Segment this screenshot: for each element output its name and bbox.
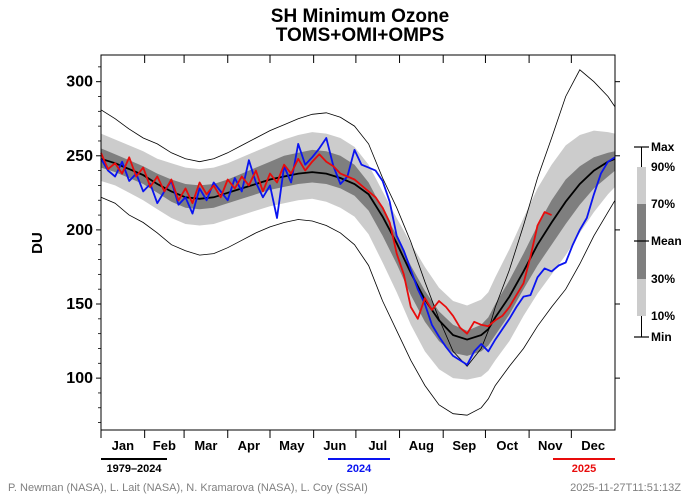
legend: 1979–2024 2024 2025 <box>101 458 615 475</box>
chart-title: SH Minimum Ozone <box>271 6 449 27</box>
timestamp-text: 2025-11-27T11:51:13Z <box>570 482 681 494</box>
key-label: 90% <box>651 160 675 174</box>
x-tick-label: May <box>279 438 305 453</box>
x-tick-label: Nov <box>538 438 563 453</box>
series-line-2025 <box>100 152 552 335</box>
y-tick-label: 150 <box>66 296 93 313</box>
key-label: 70% <box>651 197 675 211</box>
key-label: 30% <box>651 272 675 286</box>
x-tick-label: Sep <box>452 438 476 453</box>
y-axis-label: DU <box>29 232 46 254</box>
percentile-key: Max 90% 70% Mean 30% 10% Min <box>634 140 682 344</box>
x-tick-label: Feb <box>153 438 176 453</box>
key-label: Max <box>651 140 675 154</box>
x-tick-label: Oct <box>496 438 518 453</box>
y-tick-label: 100 <box>66 370 93 387</box>
y-tick-label: 200 <box>66 222 93 239</box>
plot-frame <box>100 54 616 431</box>
x-tick-label: Dec <box>581 438 605 453</box>
legend-label: 2025 <box>572 463 596 475</box>
x-tick-label: Mar <box>194 438 217 453</box>
x-tick-label: Jun <box>323 438 346 453</box>
y-tick-label: 250 <box>66 148 93 165</box>
legend-label: 2024 <box>347 463 372 475</box>
credits-text: P. Newman (NASA), L. Lait (NASA), N. Kra… <box>8 482 368 494</box>
series-line-2024 <box>100 137 616 366</box>
key-label: Min <box>651 330 672 344</box>
x-tick-label: Jan <box>112 438 134 453</box>
chart-subtitle: TOMS+OMI+OMPS <box>276 25 445 46</box>
plot-axes: 100 150 200 250 300 Jan Feb Mar Apr May Jun Jul Aug S… <box>66 54 620 453</box>
x-tick-label: Apr <box>238 438 260 453</box>
legend-label: 1979–2024 <box>106 463 162 475</box>
key-label: Mean <box>651 234 682 248</box>
data-series <box>100 137 616 366</box>
x-tick-label: Jul <box>368 438 387 453</box>
x-tick-label: Aug <box>409 438 434 453</box>
climatology-max-line <box>100 69 616 367</box>
band-30-70-core <box>101 148 615 356</box>
climatology-min-line <box>100 196 616 416</box>
key-label: 10% <box>651 309 675 323</box>
y-tick-label: 300 <box>66 74 93 91</box>
